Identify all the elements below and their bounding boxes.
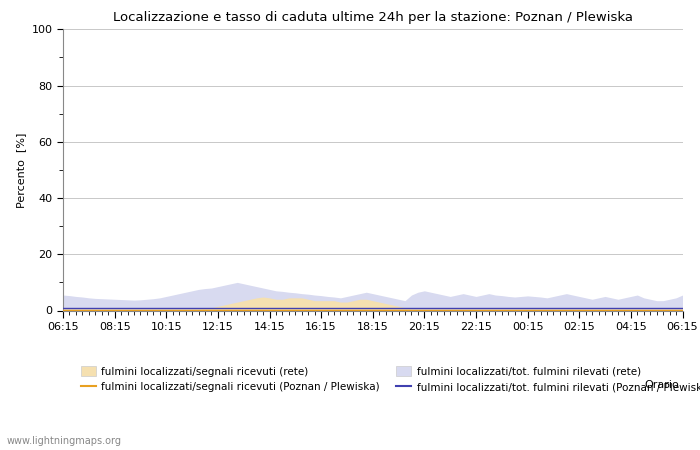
Legend: fulmini localizzati/segnali ricevuti (rete), fulmini localizzati/segnali ricevut: fulmini localizzati/segnali ricevuti (re… bbox=[80, 366, 700, 392]
Text: www.lightningmaps.org: www.lightningmaps.org bbox=[7, 436, 122, 446]
Text: Orario: Orario bbox=[644, 380, 679, 390]
Title: Localizzazione e tasso di caduta ultime 24h per la stazione: Poznan / Plewiska: Localizzazione e tasso di caduta ultime … bbox=[113, 11, 633, 24]
Y-axis label: Percento  [%]: Percento [%] bbox=[16, 132, 26, 207]
